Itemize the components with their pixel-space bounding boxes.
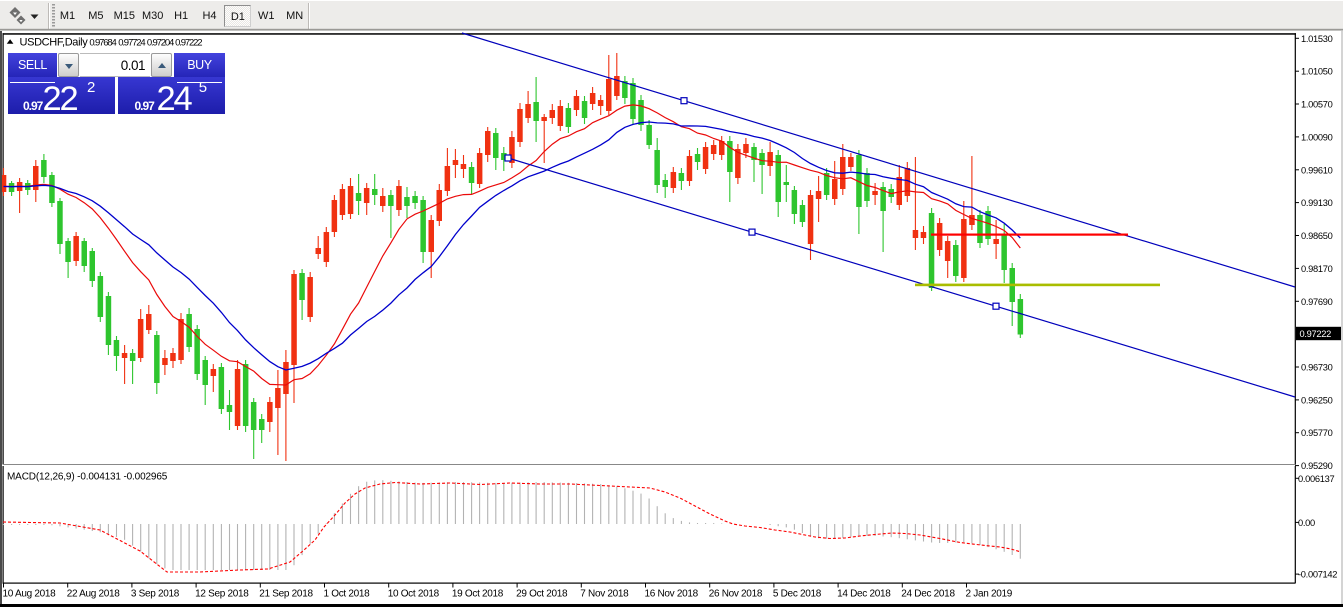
svg-text:10 Aug 2018: 10 Aug 2018 — [3, 589, 57, 600]
svg-text:3 Sep 2018: 3 Sep 2018 — [131, 589, 180, 600]
svg-text:14 Dec 2018: 14 Dec 2018 — [837, 589, 891, 600]
svg-text:0.98650: 0.98650 — [1301, 231, 1333, 241]
svg-text:0.97204: 0.97204 — [147, 38, 174, 49]
svg-text:0.98170: 0.98170 — [1301, 264, 1333, 274]
svg-text:0.99610: 0.99610 — [1301, 165, 1333, 175]
svg-text:0.006137: 0.006137 — [1298, 474, 1335, 484]
svg-text:26 Nov 2018: 26 Nov 2018 — [709, 589, 763, 600]
svg-text:1.01050: 1.01050 — [1301, 67, 1333, 77]
svg-text:0.97222: 0.97222 — [1300, 329, 1332, 339]
svg-text:0.00: 0.00 — [1298, 518, 1315, 528]
svg-text:0.97690: 0.97690 — [1301, 297, 1333, 307]
svg-text:12 Sep 2018: 12 Sep 2018 — [195, 589, 249, 600]
svg-text:0.96730: 0.96730 — [1301, 363, 1333, 373]
svg-text:0.97684: 0.97684 — [89, 38, 116, 49]
svg-text:19 Oct 2018: 19 Oct 2018 — [452, 589, 504, 600]
svg-text:0.96250: 0.96250 — [1301, 395, 1333, 405]
svg-text:1.00090: 1.00090 — [1301, 132, 1333, 142]
svg-text:0.97724: 0.97724 — [118, 38, 145, 49]
svg-text:0.95290: 0.95290 — [1301, 461, 1333, 471]
svg-text:USDCHF,Daily: USDCHF,Daily — [20, 37, 89, 49]
svg-text:1 Oct 2018: 1 Oct 2018 — [324, 589, 371, 600]
svg-text:29 Oct 2018: 29 Oct 2018 — [516, 589, 568, 600]
svg-text:10 Oct 2018: 10 Oct 2018 — [388, 589, 440, 600]
svg-text:1.01530: 1.01530 — [1301, 34, 1333, 44]
svg-text:7 Nov 2018: 7 Nov 2018 — [580, 589, 629, 600]
svg-text:0.99130: 0.99130 — [1301, 198, 1333, 208]
svg-text:5 Dec 2018: 5 Dec 2018 — [773, 589, 822, 600]
svg-text:2 Jan 2019: 2 Jan 2019 — [966, 589, 1013, 600]
svg-text:0.95770: 0.95770 — [1301, 428, 1333, 438]
svg-text:MACD(12,26,9) -0.004131 -0.002: MACD(12,26,9) -0.004131 -0.002965 — [7, 472, 168, 483]
svg-text:22 Aug 2018: 22 Aug 2018 — [67, 589, 121, 600]
svg-text:21 Sep 2018: 21 Sep 2018 — [259, 589, 313, 600]
svg-text:-0.007142: -0.007142 — [1298, 570, 1337, 580]
svg-text:16 Nov 2018: 16 Nov 2018 — [645, 589, 699, 600]
svg-text:0.97222: 0.97222 — [175, 38, 202, 49]
svg-text:24 Dec 2018: 24 Dec 2018 — [901, 589, 955, 600]
svg-text:1.00570: 1.00570 — [1301, 100, 1333, 110]
